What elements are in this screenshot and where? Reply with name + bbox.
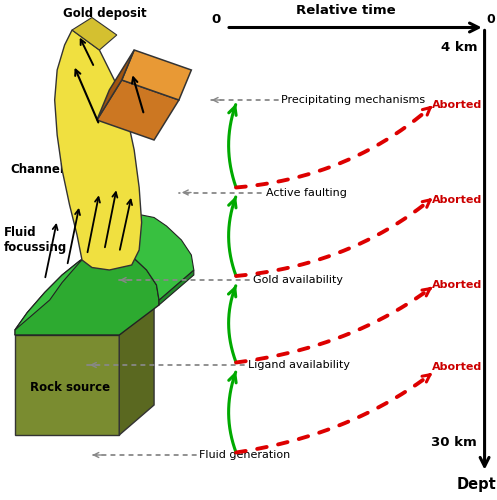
Polygon shape — [72, 18, 117, 50]
Polygon shape — [122, 50, 191, 100]
Polygon shape — [119, 305, 154, 435]
Text: Gold availability: Gold availability — [253, 275, 343, 285]
Text: 0.1 - 1 My: 0.1 - 1 My — [487, 13, 497, 26]
Text: Channelway: Channelway — [10, 164, 90, 176]
Text: Ligand availability: Ligand availability — [248, 360, 350, 370]
Text: Precipitating mechanisms: Precipitating mechanisms — [281, 95, 425, 105]
Text: 4 km: 4 km — [441, 41, 477, 54]
Text: Fluid
focussing: Fluid focussing — [4, 226, 67, 254]
Text: Aborted: Aborted — [432, 362, 483, 372]
Polygon shape — [97, 50, 134, 120]
Text: Relative time: Relative time — [296, 4, 395, 16]
Text: Active faulting: Active faulting — [266, 188, 347, 198]
Text: Rock source: Rock source — [30, 381, 110, 394]
Polygon shape — [159, 270, 194, 305]
Text: Aborted: Aborted — [432, 100, 483, 110]
Polygon shape — [15, 335, 119, 435]
Polygon shape — [97, 80, 179, 140]
Polygon shape — [15, 305, 154, 335]
Text: 30 km: 30 km — [431, 436, 477, 449]
Polygon shape — [55, 30, 142, 270]
Polygon shape — [15, 215, 194, 330]
Text: 0: 0 — [211, 13, 220, 26]
Text: Gold deposit: Gold deposit — [63, 8, 146, 20]
Text: Aborted: Aborted — [432, 280, 483, 290]
Text: Depth: Depth — [457, 478, 497, 492]
Text: Fluid generation: Fluid generation — [199, 450, 290, 460]
Text: Aborted: Aborted — [432, 195, 483, 205]
Polygon shape — [15, 245, 159, 335]
